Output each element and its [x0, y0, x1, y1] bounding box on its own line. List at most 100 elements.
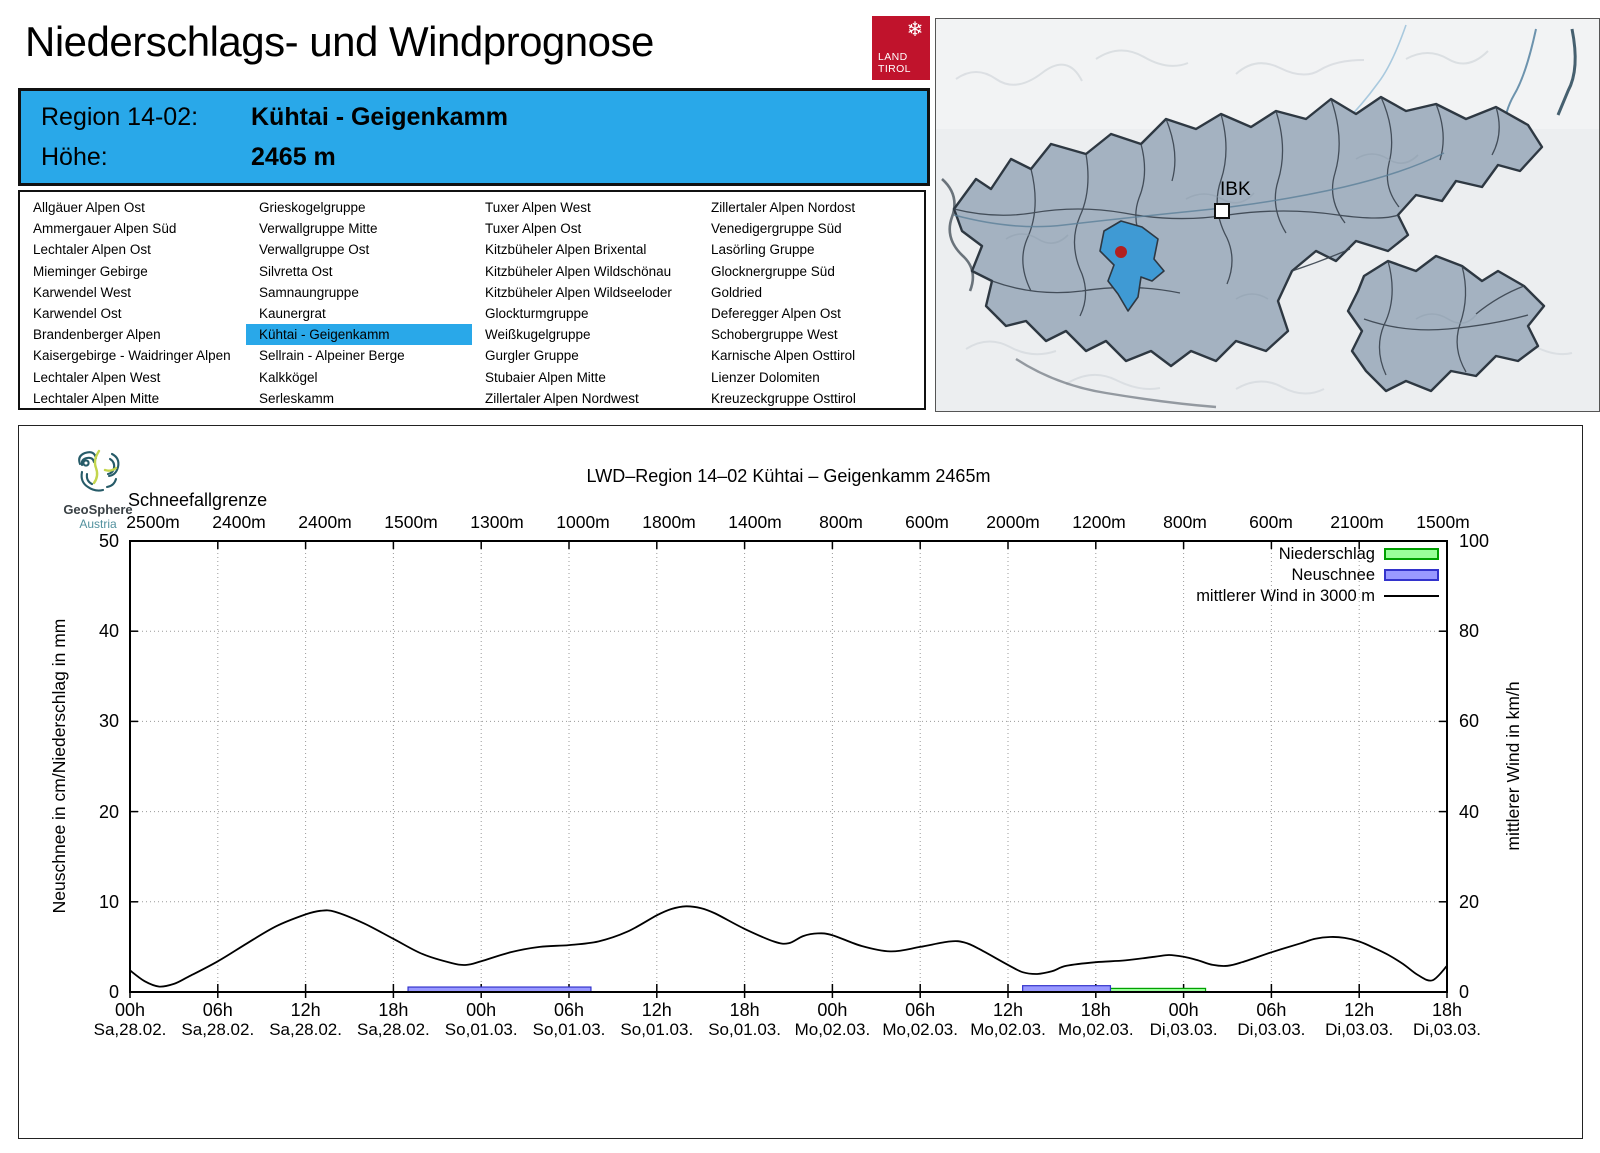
region-list-item[interactable]: Kitzbüheler Alpen Wildseeloder — [485, 284, 672, 300]
legend-label: Niederschlag — [1278, 544, 1375, 563]
region-list-item[interactable]: Lechtaler Alpen Ost — [33, 242, 151, 258]
snowline-label: Schneefallgrenze — [128, 490, 268, 510]
left-axis-tick-label: 40 — [98, 621, 119, 642]
snowline-value: 600m — [905, 512, 949, 532]
region-list-item[interactable]: Lienzer Dolomiten — [711, 369, 820, 385]
geosphere-logo: GeoSphere Austria — [53, 448, 143, 531]
region-list-item[interactable]: Goldried — [711, 284, 763, 300]
geosphere-logo-icon — [78, 449, 120, 492]
ibk-marker — [1214, 203, 1230, 219]
map-region-east-tirol — [1346, 254, 1546, 393]
tirol-map: IBK — [935, 18, 1600, 412]
region-list-item[interactable]: Karwendel West — [33, 284, 132, 300]
region-list-item[interactable]: Grieskogelgruppe — [259, 200, 366, 215]
region-list-item[interactable]: Allgäuer Alpen Ost — [33, 200, 145, 215]
chart-title: LWD–Region 14–02 Kühtai – Geigenkamm 246… — [586, 466, 991, 486]
geosphere-name: GeoSphere — [63, 502, 133, 517]
region-list-item[interactable]: Weißkugelgruppe — [485, 327, 591, 343]
region-list-item[interactable]: Gurgler Gruppe — [485, 348, 579, 364]
x-axis-tick-label: 18h Di,03.03. — [1412, 1000, 1482, 1039]
x-axis-tick-label: 18h So,01.03. — [708, 1000, 781, 1039]
legend-swatch-neuschnee — [1384, 569, 1439, 581]
legend-label: mittlerer Wind in 3000 m — [1196, 586, 1375, 605]
left-axis-tick-label: 0 — [108, 982, 119, 1002]
tirol-map-image — [936, 19, 1599, 411]
legend-label: Neuschnee — [1291, 565, 1375, 584]
ibk-label: IBK — [1220, 179, 1251, 200]
region-list-item[interactable]: Karwendel Ost — [33, 306, 122, 322]
region-list-column-1: Allgäuer Alpen Ost Ammergauer Alpen Süd Le… — [20, 197, 246, 409]
region-list-item[interactable]: Kaunergrat — [259, 306, 326, 322]
region-list-item[interactable]: Serleskamm — [259, 390, 335, 406]
left-axis-tick-label: 50 — [98, 531, 119, 551]
region-list-item[interactable]: Silvretta Ost — [259, 263, 333, 279]
altitude-value: 2465 m — [251, 143, 336, 171]
region-list-item[interactable]: Kalkkögel — [259, 369, 318, 385]
legend-swatch-niederschlag — [1384, 548, 1439, 560]
region-list-item[interactable]: Kitzbüheler Alpen Wildschönau — [485, 263, 672, 279]
region-list-item[interactable]: Kitzbüheler Alpen Brixental — [485, 242, 647, 258]
tirol-eagle-icon: ❄ — [906, 19, 924, 41]
region-list-item[interactable]: Lechtaler Alpen West — [33, 369, 161, 385]
region-list-item[interactable]: Kühtai - Geigenkamm — [246, 324, 472, 346]
region-header: Region 14-02: Kühtai - Geigenkamm Höhe: 24… — [18, 88, 930, 186]
x-axis-tick-label: 06h Di,03.03. — [1237, 1000, 1306, 1039]
x-axis-tick-label: 06h Sa,28.02. — [181, 1000, 255, 1039]
region-list-item[interactable]: Schobergruppe West — [711, 327, 838, 343]
region-list-item[interactable]: Kaisergebirge - Waidringer Alpen — [33, 348, 231, 364]
region-list-item[interactable]: Zillertaler Alpen Nordwest — [485, 390, 639, 406]
plot-area — [129, 540, 1448, 998]
right-axis-tick-label: 20 — [1459, 891, 1480, 912]
right-axis-tick-label: 60 — [1459, 711, 1480, 732]
region-list-item[interactable]: Kreuzeckgruppe Osttirol — [711, 390, 856, 406]
chart-legend: Niederschlag Neuschnee mittlerer Wind in 3… — [130, 544, 1439, 606]
region-list-column-4: Zillertaler Alpen Nordost Venedigergruppe… — [698, 197, 924, 409]
snowline-value: 1400m — [728, 512, 782, 532]
legend-swatch-mittlerer — [1384, 595, 1439, 597]
x-axis-tick-label: 18h Mo,02.03. — [1057, 1000, 1134, 1039]
region-list: Allgäuer Alpen Ost Ammergauer Alpen Süd Le… — [18, 190, 926, 410]
snowline-value: 2400m — [298, 512, 352, 532]
right-axis-tick-label: 100 — [1459, 531, 1490, 551]
region-list-item[interactable]: Venedigergruppe Süd — [711, 221, 842, 237]
snowline-value: 800m — [1163, 512, 1207, 532]
region-list-item[interactable]: Stubaier Alpen Mitte — [485, 369, 606, 385]
region-list-item[interactable]: Glockturmgruppe — [485, 306, 589, 322]
right-axis-tick-label: 40 — [1459, 801, 1480, 822]
region-list-item[interactable]: Mieminger Gebirge — [33, 263, 148, 279]
x-axis-tick-label: 06h So,01.03. — [532, 1000, 606, 1039]
region-list-item[interactable]: Samnaungruppe — [259, 284, 359, 300]
region-list-item[interactable]: Lechtaler Alpen Mitte — [33, 390, 160, 406]
region-list-item[interactable]: Verwallgruppe Mitte — [259, 221, 378, 237]
region-list-item[interactable]: Lasörling Gruppe — [711, 242, 815, 258]
region-list-item[interactable]: Verwallgruppe Ost — [259, 242, 370, 258]
x-axis-tick-label: 00h Sa,28.02. — [93, 1000, 167, 1039]
region-list-item[interactable]: Glocknergruppe Süd — [711, 263, 835, 279]
left-axis-tick-label: 30 — [98, 711, 119, 732]
land-tirol-logo-text: LAND TIROL — [878, 51, 911, 75]
region-list-item[interactable]: Ammergauer Alpen Süd — [33, 221, 177, 237]
region-list-item[interactable]: Tuxer Alpen Ost — [485, 221, 582, 237]
region-list-item[interactable]: Brandenberger Alpen — [33, 327, 161, 343]
left-axis-tick-label: 20 — [98, 801, 119, 822]
x-axis-tick-label: 12h Di,03.03. — [1325, 1000, 1394, 1039]
right-axis-title: mittlerer Wind in km/h — [1503, 681, 1523, 851]
x-axis-tick-label: 12h Sa,28.02. — [269, 1000, 342, 1039]
region-list-item[interactable]: Sellrain - Alpeiner Berge — [259, 348, 405, 364]
page-title: Niederschlags- und Windprognose — [25, 18, 654, 65]
legend-row: Neuschnee — [1292, 565, 1439, 585]
region-value: Kühtai - Geigenkamm — [251, 103, 508, 131]
region-list-item[interactable]: Karnische Alpen Osttirol — [711, 348, 856, 364]
region-list-item[interactable]: Zillertaler Alpen Nordost — [711, 200, 856, 215]
snowline-value: 2100m — [1330, 512, 1384, 532]
legend-row: mittlerer Wind in 3000 m — [1196, 586, 1439, 606]
map-selected-dot — [1115, 246, 1127, 258]
region-list-column-3: Tuxer Alpen West Tuxer Alpen Ost Kitzbühel… — [472, 197, 698, 409]
region-list-item[interactable]: Deferegger Alpen Ost — [711, 306, 841, 322]
snowline-value: 2400m — [212, 512, 266, 532]
x-axis-tick-label: 06h Mo,02.03. — [882, 1000, 958, 1039]
x-axis-tick-label: 12h So,01.03. — [620, 1000, 694, 1039]
region-list-item[interactable]: Tuxer Alpen West — [485, 200, 591, 215]
snowline-value: 1300m — [470, 512, 524, 532]
geosphere-country: Austria — [79, 517, 117, 531]
